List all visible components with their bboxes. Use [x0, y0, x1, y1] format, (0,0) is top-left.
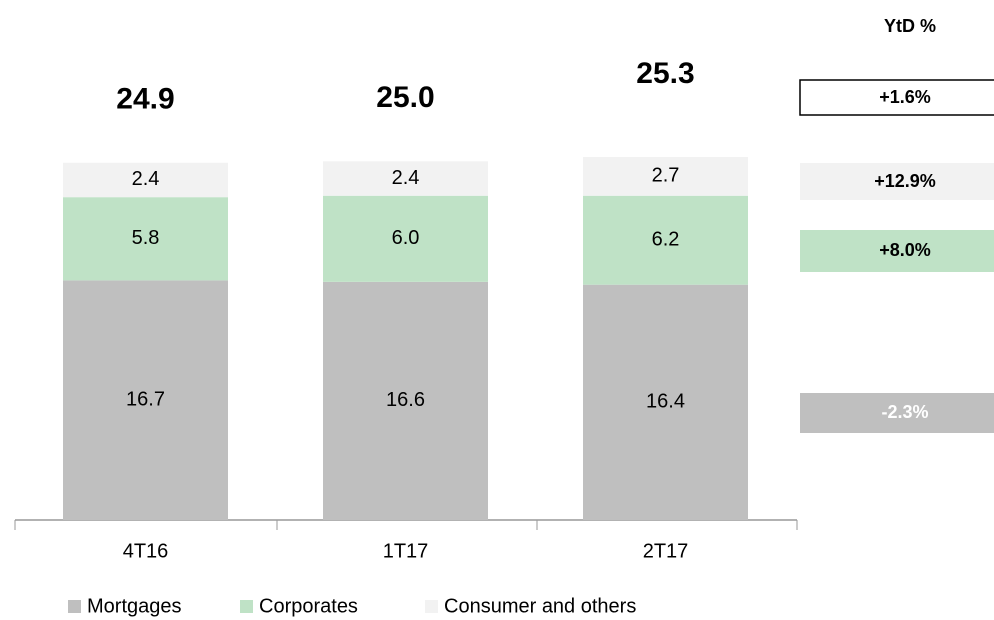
data-label: 2.4: [132, 168, 160, 190]
legend-swatch: [425, 600, 438, 613]
legend-label: Consumer and others: [444, 595, 636, 617]
bar-segment: [583, 157, 748, 196]
data-label: 16.6: [386, 389, 425, 411]
total-label: 25.3: [636, 57, 694, 90]
bar-segment: [63, 162, 228, 198]
ytd-box: [799, 79, 994, 116]
data-label: 6.0: [392, 227, 420, 249]
data-label: 16.7: [126, 388, 165, 410]
bar-segment: [63, 197, 228, 281]
data-label: 2.4: [392, 167, 420, 189]
ytd-value: +1.6%: [879, 87, 931, 107]
x-tick-label: 2T17: [643, 540, 689, 562]
legend-swatch: [68, 600, 81, 613]
ytd-value: +12.9%: [874, 171, 936, 191]
legend-swatch: [240, 600, 253, 613]
ytd-box: [800, 393, 994, 433]
ytd-box: [800, 230, 994, 272]
total-label: 25.0: [376, 81, 434, 114]
data-label: 5.8: [132, 227, 160, 249]
ytd-title: YtD %: [884, 16, 936, 36]
legend-label: Corporates: [259, 595, 358, 617]
ytd-box: [800, 163, 994, 200]
data-label: 16.4: [646, 391, 685, 413]
data-label: 6.2: [652, 228, 680, 250]
bar-segment: [583, 284, 748, 520]
legend-label: Mortgages: [87, 595, 182, 617]
x-tick-label: 4T16: [123, 540, 169, 562]
bar-segment: [583, 195, 748, 285]
bar-segment: [323, 281, 488, 520]
x-tick-label: 1T17: [383, 540, 429, 562]
bar-segment: [323, 161, 488, 196]
bar-segment: [63, 280, 228, 520]
total-label: 24.9: [116, 83, 174, 116]
ytd-value: +8.0%: [879, 240, 931, 260]
ytd-value: -2.3%: [881, 402, 928, 422]
data-label: 2.7: [652, 165, 680, 187]
bar-segment: [323, 195, 488, 282]
